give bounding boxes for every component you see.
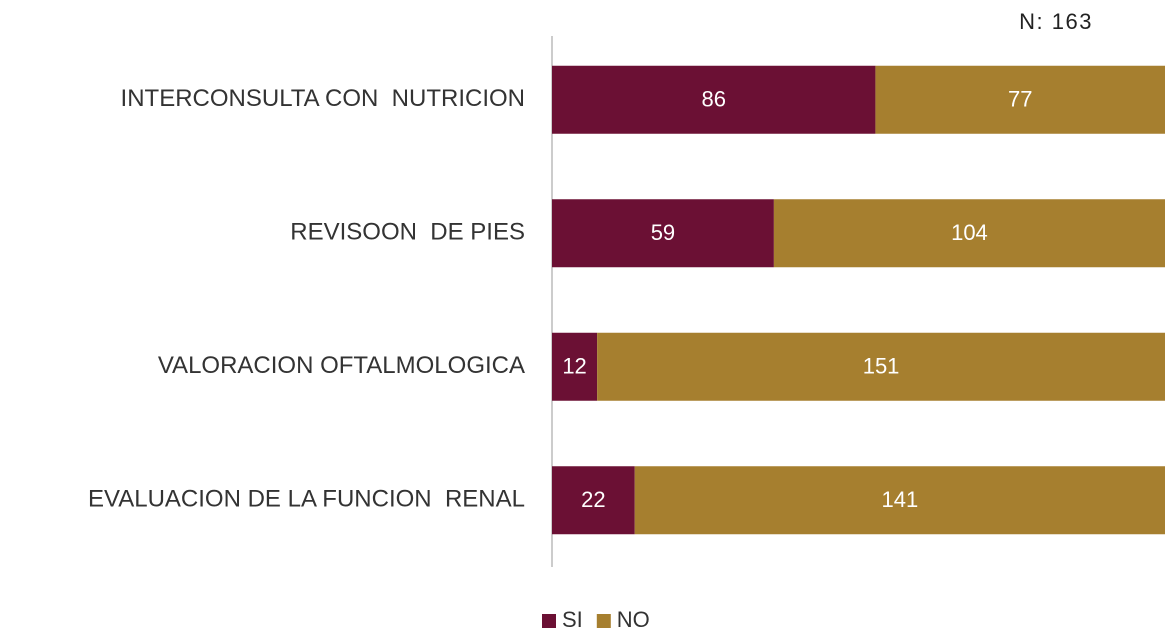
category-label: INTERCONSULTA CON NUTRICION — [121, 85, 525, 112]
legend-swatch — [596, 614, 611, 628]
data-label: 86 — [701, 87, 725, 112]
category-label: REVISOON DE PIES — [290, 219, 525, 246]
data-label: 77 — [1008, 87, 1032, 112]
legend-label: NO — [617, 607, 650, 631]
data-label: 12 — [562, 354, 586, 379]
data-label: 59 — [651, 220, 675, 245]
data-label: 22 — [581, 487, 605, 512]
bar-segment — [552, 199, 774, 268]
data-label: 141 — [882, 487, 919, 512]
legend-label: SI — [562, 607, 583, 631]
category-label: EVALUACION DE LA FUNCION RENAL — [88, 486, 525, 513]
data-label: 151 — [863, 354, 900, 379]
annotation: N: 163 — [1019, 9, 1093, 34]
bar-segment — [597, 332, 1165, 401]
bar-segment — [552, 466, 635, 535]
data-label: 104 — [951, 220, 988, 245]
bar-segment — [634, 466, 1165, 535]
category-label: VALORACION OFTALMOLOGICA — [158, 352, 525, 379]
bar-segment — [552, 332, 598, 401]
bar-segment — [773, 199, 1165, 268]
bar-segment — [552, 65, 876, 134]
bar-segment — [875, 65, 1165, 134]
legend-swatch — [542, 614, 556, 628]
